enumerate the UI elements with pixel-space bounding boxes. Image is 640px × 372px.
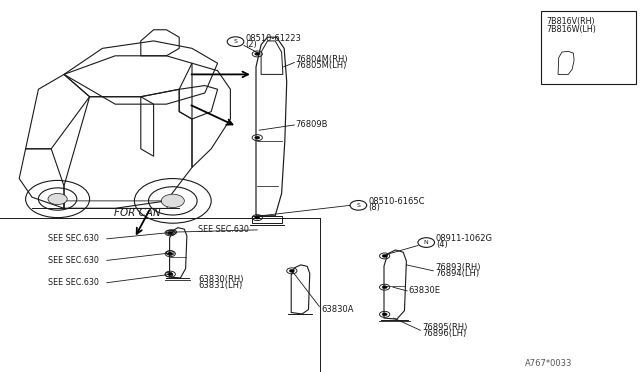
Text: 08510-61223: 08510-61223 [245, 34, 301, 43]
Text: SEE SEC.630: SEE SEC.630 [198, 225, 249, 234]
Text: 76805M(LH): 76805M(LH) [296, 61, 347, 70]
Circle shape [382, 313, 387, 316]
Text: (4): (4) [436, 240, 447, 249]
Text: S: S [234, 39, 237, 44]
Circle shape [289, 269, 294, 272]
Circle shape [255, 216, 260, 219]
Text: SEE SEC.630: SEE SEC.630 [48, 278, 99, 287]
Circle shape [255, 52, 260, 55]
Circle shape [161, 194, 184, 208]
Bar [541, 11, 636, 84]
Text: 76809B: 76809B [296, 121, 328, 129]
Text: A767*0033: A767*0033 [525, 359, 572, 368]
Text: 7B816V(RH): 7B816V(RH) [546, 17, 595, 26]
Text: 76895(RH): 76895(RH) [422, 323, 468, 332]
Text: 63831(LH): 63831(LH) [198, 281, 243, 290]
Text: 76894(LH): 76894(LH) [435, 269, 479, 278]
Text: 08510-6165C: 08510-6165C [368, 197, 424, 206]
Text: 76804M(RH): 76804M(RH) [296, 55, 348, 64]
Text: 76893(RH): 76893(RH) [435, 263, 481, 272]
Text: (8): (8) [368, 203, 380, 212]
Text: 7B816W(LH): 7B816W(LH) [546, 25, 596, 33]
Text: SEE SEC.630: SEE SEC.630 [48, 234, 99, 243]
Text: S: S [356, 203, 360, 208]
Text: 63830E: 63830E [408, 286, 440, 295]
Circle shape [382, 286, 387, 289]
Text: (2): (2) [245, 40, 257, 49]
Text: 63830A: 63830A [321, 305, 354, 314]
Text: 76896(LH): 76896(LH) [422, 329, 467, 338]
Circle shape [168, 252, 173, 255]
Text: N: N [424, 240, 429, 245]
Circle shape [48, 193, 67, 205]
Circle shape [168, 273, 173, 276]
Text: 63830(RH): 63830(RH) [198, 275, 244, 284]
Text: SEE SEC.630: SEE SEC.630 [48, 256, 99, 265]
Circle shape [168, 231, 173, 234]
Text: 08911-1062G: 08911-1062G [436, 234, 493, 243]
Circle shape [255, 136, 260, 139]
Circle shape [382, 254, 387, 257]
Text: FOR CAN: FOR CAN [114, 208, 161, 218]
